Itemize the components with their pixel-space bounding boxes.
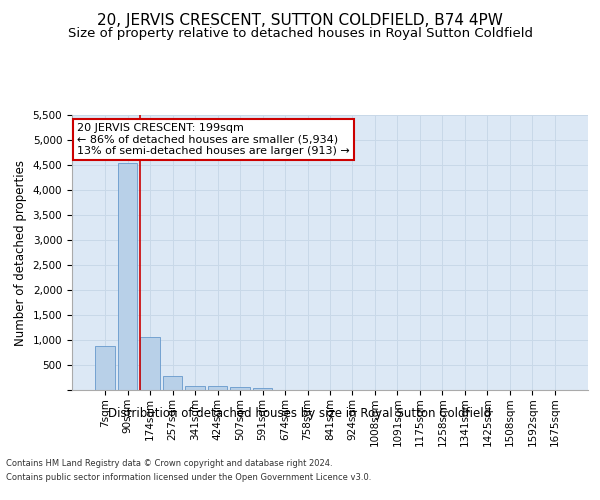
Bar: [253, 388, 272, 390]
Text: 20, JERVIS CRESCENT, SUTTON COLDFIELD, B74 4PW: 20, JERVIS CRESCENT, SUTTON COLDFIELD, B…: [97, 12, 503, 28]
Text: Distribution of detached houses by size in Royal Sutton Coldfield: Distribution of detached houses by size …: [109, 408, 491, 420]
Text: Contains public sector information licensed under the Open Government Licence v3: Contains public sector information licen…: [6, 474, 371, 482]
Bar: [95, 346, 115, 390]
Bar: [140, 337, 160, 390]
Bar: [118, 162, 137, 390]
Text: Contains HM Land Registry data © Crown copyright and database right 2024.: Contains HM Land Registry data © Crown c…: [6, 458, 332, 468]
Y-axis label: Number of detached properties: Number of detached properties: [14, 160, 27, 346]
Text: Size of property relative to detached houses in Royal Sutton Coldfield: Size of property relative to detached ho…: [67, 28, 533, 40]
Bar: [208, 386, 227, 390]
Text: 20 JERVIS CRESCENT: 199sqm
← 86% of detached houses are smaller (5,934)
13% of s: 20 JERVIS CRESCENT: 199sqm ← 86% of deta…: [77, 123, 350, 156]
Bar: [230, 387, 250, 390]
Bar: [185, 386, 205, 390]
Bar: [163, 376, 182, 390]
